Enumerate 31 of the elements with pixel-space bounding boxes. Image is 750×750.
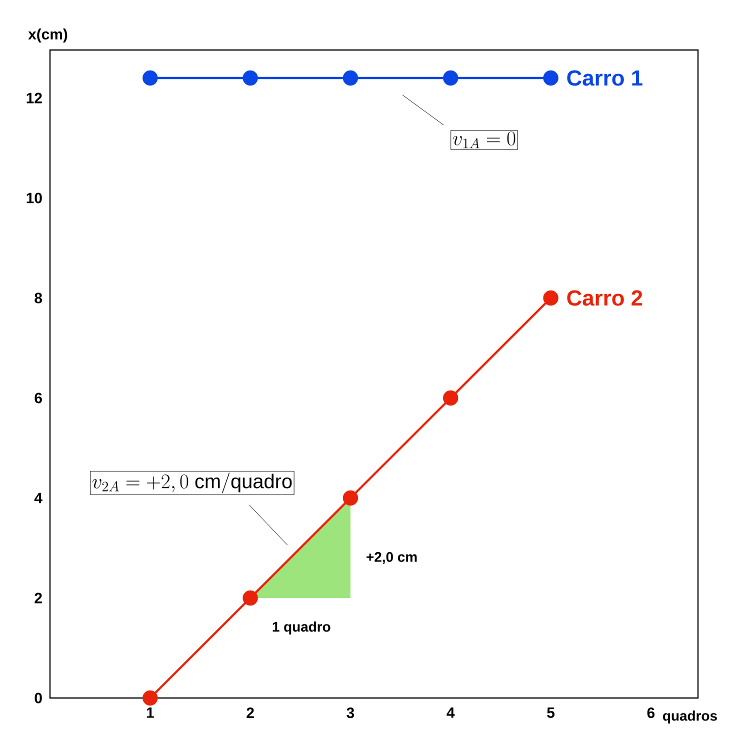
point	[543, 70, 558, 86]
annotation: $v_{1A} = 0$	[452, 131, 516, 148]
x-tick-label: 5	[547, 708, 555, 718]
annotation: 1 quadro	[272, 621, 330, 634]
point	[342, 490, 358, 506]
y-tick-label: 8	[34, 292, 42, 304]
point	[142, 70, 158, 86]
y-tick-label: 12	[26, 92, 42, 104]
point	[242, 590, 258, 606]
x-tick-label: 1	[146, 708, 154, 718]
x-tick-label: 6	[647, 708, 655, 718]
point	[342, 70, 358, 86]
y-tick-label: 6	[34, 392, 42, 404]
point	[443, 390, 458, 406]
y-tick-label: 2	[34, 592, 42, 604]
x-axis-title: quadros	[663, 710, 717, 724]
series-label: Carro 2	[567, 290, 642, 306]
y-axis-title: x(cm)	[28, 28, 68, 42]
y-tick-label: 10	[26, 192, 42, 204]
x-tick-label: 3	[346, 708, 354, 718]
point	[242, 70, 258, 86]
series-label: Carro 1	[567, 70, 642, 86]
y-tick-label: 4	[34, 492, 42, 504]
x-tick-label: 4	[446, 708, 455, 718]
point	[543, 290, 558, 306]
y-tick-label: 0	[34, 692, 42, 704]
annotation: $v_{2A} = +2,0\ \mathrm{cm/quadro}$	[92, 472, 292, 494]
point	[443, 70, 458, 86]
x-tick-label: 2	[246, 708, 254, 718]
point	[142, 690, 158, 706]
annotation: +2,0 cm	[366, 552, 417, 564]
